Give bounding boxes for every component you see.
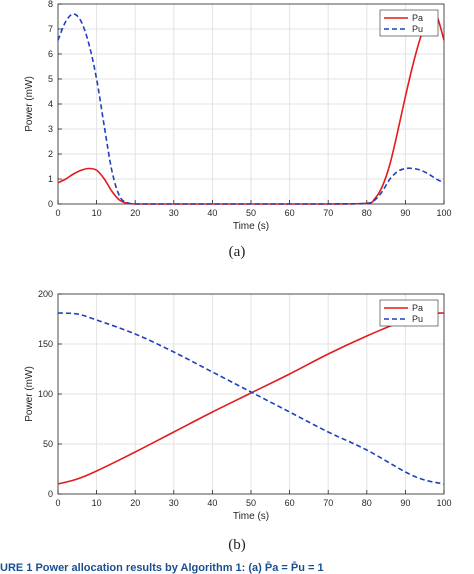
y-tick-label: 8: [48, 0, 53, 9]
series-line-pu: [57, 312, 445, 485]
x-tick-label: 100: [436, 498, 451, 508]
x-tick-label: 70: [323, 498, 333, 508]
legend-label-pu: Pu: [412, 24, 423, 34]
y-tick-label: 6: [48, 49, 53, 59]
chart-a-svg: 0 10 20 30 40 50 60 70 80 90 100 0 1 2 3 4 5 6 7 8 Time (s) P…: [24, 0, 452, 232]
x-tick-label: 90: [400, 208, 410, 218]
caption-a: (a): [228, 244, 246, 260]
x-tick-label: 90: [400, 498, 410, 508]
y-tick-label: 50: [43, 439, 53, 449]
legend-label-pa: Pa: [412, 303, 423, 313]
y-tick-label: 150: [38, 339, 53, 349]
legend-label-pu: Pu: [412, 314, 423, 324]
y-axis-label: Power (mW): [24, 76, 35, 132]
x-tick-label: 70: [323, 208, 333, 218]
x-tick-label: 50: [246, 208, 256, 218]
y-tick-label: 1: [48, 174, 53, 184]
x-tick-label: 30: [169, 498, 179, 508]
x-axis-label: Time (s): [233, 221, 269, 232]
y-tick-label: 200: [38, 289, 53, 299]
x-tick-label: 60: [285, 208, 295, 218]
y-tick-label: 5: [48, 74, 53, 84]
y-tick-label: 100: [38, 389, 53, 399]
x-axis-label: Time (s): [233, 511, 269, 522]
x-tick-label: 20: [130, 498, 140, 508]
y-tick-label: 0: [48, 199, 53, 209]
x-tick-label: 10: [92, 498, 102, 508]
legend-box: [379, 299, 439, 327]
x-tick-label: 20: [130, 208, 140, 218]
figure-caption-fragment: URE 1 Power allocation results by Algori…: [0, 562, 324, 574]
chart-b: 0 10 20 30 40 50 60 70 80 90 100 0 50 100 150 200 Time (…: [0, 282, 474, 542]
caption-b: (b): [228, 537, 246, 553]
y-tick-label: 7: [48, 24, 53, 34]
chart-b-svg: 0 10 20 30 40 50 60 70 80 90 100 0 50 100 150 200 Time (…: [24, 289, 452, 522]
y-tick-label: 0: [48, 489, 53, 499]
x-tick-label: 30: [169, 208, 179, 218]
y-tick-label: 4: [48, 99, 53, 109]
x-tick-label: 100: [436, 208, 451, 218]
x-tick-label: 40: [207, 498, 217, 508]
x-tick-label: 60: [285, 498, 295, 508]
x-tick-label: 0: [55, 498, 60, 508]
x-tick-label: 10: [92, 208, 102, 218]
x-tick-label: 80: [362, 208, 372, 218]
legend-box: [379, 9, 439, 37]
x-tick-label: 40: [207, 208, 217, 218]
x-tick-label: 80: [362, 498, 372, 508]
chart-a: 0 10 20 30 40 50 60 70 80 90 100 0 1 2 3 4 5 6 7 8 Time (s) P…: [0, 0, 474, 240]
series-line-pu: [57, 13, 445, 205]
y-tick-label: 3: [48, 124, 53, 134]
y-axis-label: Power (mW): [24, 366, 35, 422]
y-tick-label: 2: [48, 149, 53, 159]
x-tick-label: 50: [246, 498, 256, 508]
x-tick-label: 0: [55, 208, 60, 218]
legend-label-pa: Pa: [412, 13, 423, 23]
